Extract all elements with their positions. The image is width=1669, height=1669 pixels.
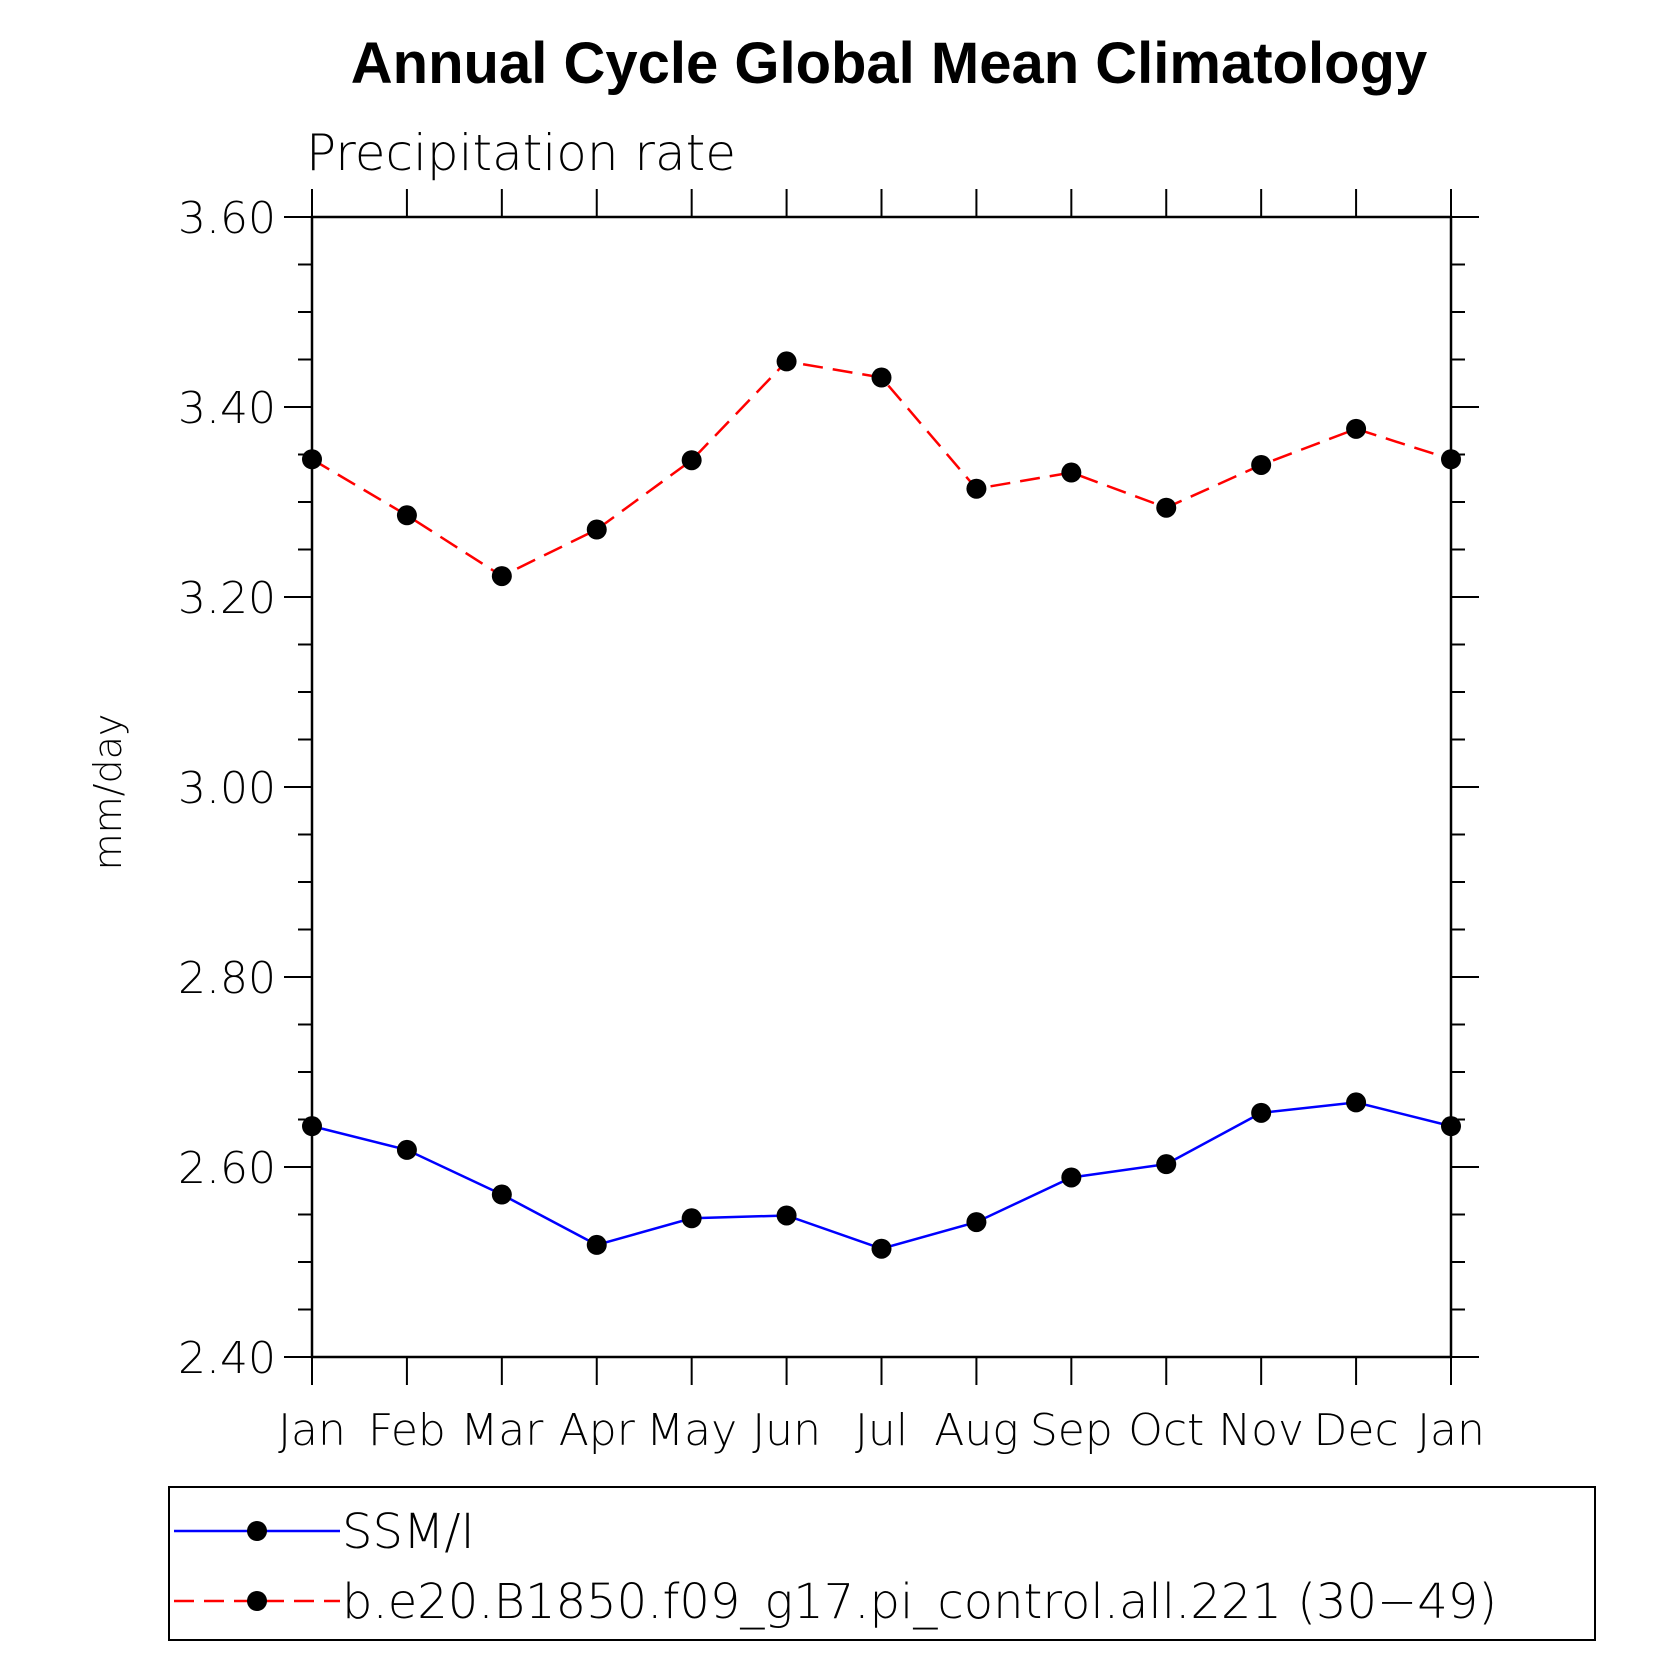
x-tick-label: Jan — [278, 1405, 346, 1456]
y-axis-label: mm/day — [86, 714, 130, 871]
series-0-point — [871, 1238, 892, 1259]
series-0-point — [302, 1116, 322, 1137]
x-tick-label: Sep — [1030, 1405, 1113, 1456]
series-0-point — [966, 1212, 987, 1233]
legend: SSM/I b.e20.B1850.f09_g17.pi_control.all… — [168, 1486, 1596, 1641]
legend-box — [168, 1486, 1596, 1641]
series-0-point — [1251, 1102, 1272, 1123]
series-0-point — [1441, 1116, 1461, 1137]
series-0-point — [1156, 1154, 1177, 1175]
legend-marker-ssmi — [247, 1521, 267, 1541]
x-tick-label: Mar — [460, 1405, 544, 1456]
y-tick-label: 3.00 — [178, 763, 276, 814]
series-1-point — [1251, 454, 1272, 475]
series-line-1 — [311, 360, 1452, 578]
x-tick-label: Dec — [1314, 1405, 1399, 1456]
series-0-point — [586, 1234, 607, 1255]
x-tick-label: Nov — [1218, 1405, 1304, 1456]
x-tick-label: Jun — [752, 1405, 821, 1456]
series-line-0 — [311, 1101, 1452, 1251]
series-1-point — [871, 367, 892, 388]
series-1-point — [1061, 462, 1082, 483]
x-tick-label: Feb — [368, 1405, 446, 1456]
series-1-point — [491, 566, 512, 587]
x-tick-label: Apr — [559, 1405, 636, 1456]
x-tick-label: Oct — [1128, 1405, 1204, 1456]
series-1-point — [586, 519, 607, 540]
y-tick-labels: 3.60 3.40 3.20 3.00 2.80 2.60 2.40 — [178, 193, 276, 1384]
series-0-point — [1346, 1092, 1367, 1113]
series-1-point — [681, 450, 702, 471]
series-0-point — [776, 1205, 797, 1226]
chart-title: Annual Cycle Global Mean Climatology — [351, 31, 1427, 96]
x-tick-label: May — [646, 1405, 737, 1456]
x-tick-label: Jul — [855, 1405, 908, 1456]
series-1-point — [396, 505, 417, 526]
series-1-point — [776, 351, 797, 372]
series-0-point — [396, 1139, 417, 1160]
series-1-point — [966, 478, 987, 499]
y-tick-label: 3.20 — [178, 573, 276, 624]
series-1-point — [1156, 497, 1177, 518]
series-1-point — [302, 449, 322, 470]
series-layer — [302, 351, 1461, 1259]
series-1-point — [1441, 449, 1461, 470]
y-tick-label: 2.60 — [178, 1143, 276, 1194]
x-tick-label: Jan — [1417, 1405, 1485, 1456]
series-0-point — [681, 1208, 702, 1229]
legend-marker-model — [247, 1591, 267, 1611]
y-tick-label: 2.80 — [178, 953, 276, 1004]
chart-subtitle: Precipitation rate — [306, 124, 736, 182]
legend-label-model: b.e20.B1850.f09_g17.pi_control.all.221 (… — [342, 1574, 1497, 1630]
y-tick-label: 2.40 — [178, 1333, 276, 1384]
y-tick-label: 3.60 — [178, 193, 276, 244]
x-tick-label: Aug — [934, 1405, 1018, 1456]
y-tick-label: 3.40 — [178, 383, 276, 434]
series-0-point — [1061, 1167, 1082, 1188]
x-tick-labels: Jan Feb Mar Apr May Jun Jul Aug Sep Oct Nov Dec Jan — [278, 1405, 1485, 1456]
series-1-point — [1346, 418, 1367, 439]
series-0-point — [491, 1184, 512, 1205]
legend-label-ssmi: SSM/I — [342, 1504, 475, 1560]
